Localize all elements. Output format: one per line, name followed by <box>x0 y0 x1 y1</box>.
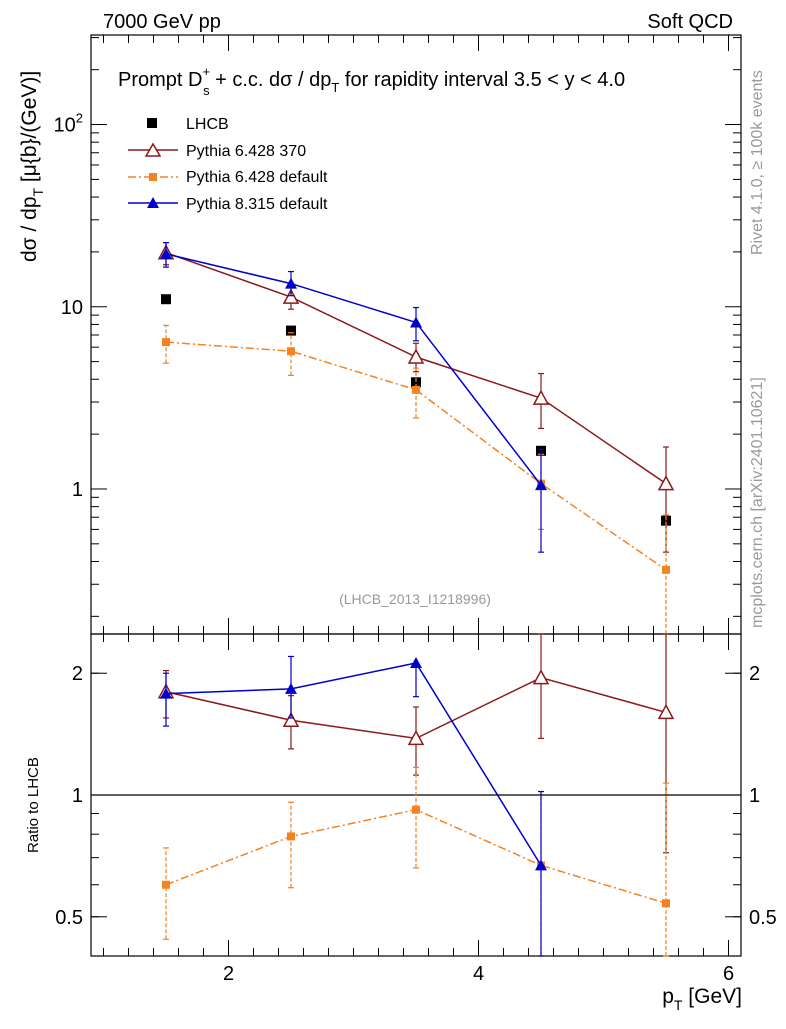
data-point-p6-default <box>412 385 420 394</box>
data-point-p8-default <box>535 859 547 871</box>
data-point-p8-default <box>285 277 297 289</box>
data-point-lhcb <box>286 325 296 336</box>
y-tick-label: 1 <box>72 785 83 807</box>
header-category-label: Soft QCD <box>647 11 733 33</box>
header-beam-label: 7000 GeV pp <box>103 11 221 33</box>
analysis-watermark: (LHCB_2013_I1218996) <box>339 591 491 607</box>
y-tick-label-right: 2 <box>749 663 760 685</box>
series-line-p8_default <box>165 253 542 486</box>
legend-marker-lhcb <box>147 118 157 128</box>
data-point-p6-default <box>662 899 670 908</box>
series-line-p8_default <box>165 662 542 866</box>
ratio-y-axis-label: Ratio to LHCB <box>25 757 42 853</box>
x-tick-label: 2 <box>223 963 234 985</box>
data-point-p6-370 <box>407 729 425 746</box>
data-point-p6-default <box>412 805 420 814</box>
data-point-p6-default <box>287 832 295 841</box>
legend: LHCB Pythia 6.428 370 Pythia 6.428 defau… <box>128 116 328 213</box>
legend-label-p6-370: Pythia 6.428 370 <box>186 143 306 160</box>
legend-label-p8-default: Pythia 8.315 default <box>186 196 328 213</box>
legend-label-lhcb: LHCB <box>186 116 229 133</box>
y-tick-label: 1 <box>72 479 83 501</box>
y-tick-label: 2 <box>72 663 83 685</box>
rivet-version-label: Rivet 4.1.0, ≥ 100k events <box>749 70 766 255</box>
data-point-p6-370 <box>657 703 675 720</box>
data-point-p8-default <box>160 247 172 259</box>
data-point-p8-default <box>410 316 422 328</box>
data-point-p6-default <box>162 338 170 347</box>
data-point-p6-default <box>162 880 170 889</box>
data-point-p8-default <box>535 479 547 491</box>
legend-marker-p8-default <box>147 197 159 208</box>
series-p8_default <box>160 241 547 553</box>
data-point-lhcb <box>161 294 171 305</box>
data-point-p6-default <box>662 565 670 574</box>
plot-title: Prompt D+ s + c.c. dσ / dpT for rapidity … <box>118 64 625 98</box>
legend-label-p6-default: Pythia 6.428 default <box>186 169 328 186</box>
mcplots-label: mcplots.cern.ch [arXiv:2401.10621] <box>749 377 766 628</box>
data-point-p6-370 <box>532 389 550 405</box>
y-tick-label-right: 1 <box>749 785 760 807</box>
legend-marker-p6-370 <box>144 142 162 157</box>
data-point-p6-370 <box>532 669 550 685</box>
data-point-p8-default <box>410 656 422 668</box>
data-point-p6-default <box>287 347 295 356</box>
x-axis-label: pT [GeV] <box>662 985 742 1013</box>
series-p8_default <box>160 655 547 957</box>
x-tick-label: 6 <box>723 963 734 985</box>
legend-marker-p6-default <box>149 173 157 181</box>
data-point-p6-370 <box>657 475 675 491</box>
data-point-p8-default <box>160 687 172 699</box>
data-point-p6-370 <box>282 711 300 728</box>
y-tick-label: 0.5 <box>55 907 83 929</box>
data-point-p8-default <box>285 682 297 694</box>
data-point-p6-370 <box>407 348 425 364</box>
y-axis-label: dσ / dpT [μ{b}/(GeV)] <box>18 71 46 262</box>
data-point-p6-370 <box>282 288 300 304</box>
y-tick-label-right: 0.5 <box>749 907 777 929</box>
y-tick-label: 10 <box>61 297 83 319</box>
data-point-lhcb <box>411 377 421 388</box>
y-tick-label: 102 <box>54 111 83 137</box>
x-tick-label: 4 <box>473 963 484 985</box>
